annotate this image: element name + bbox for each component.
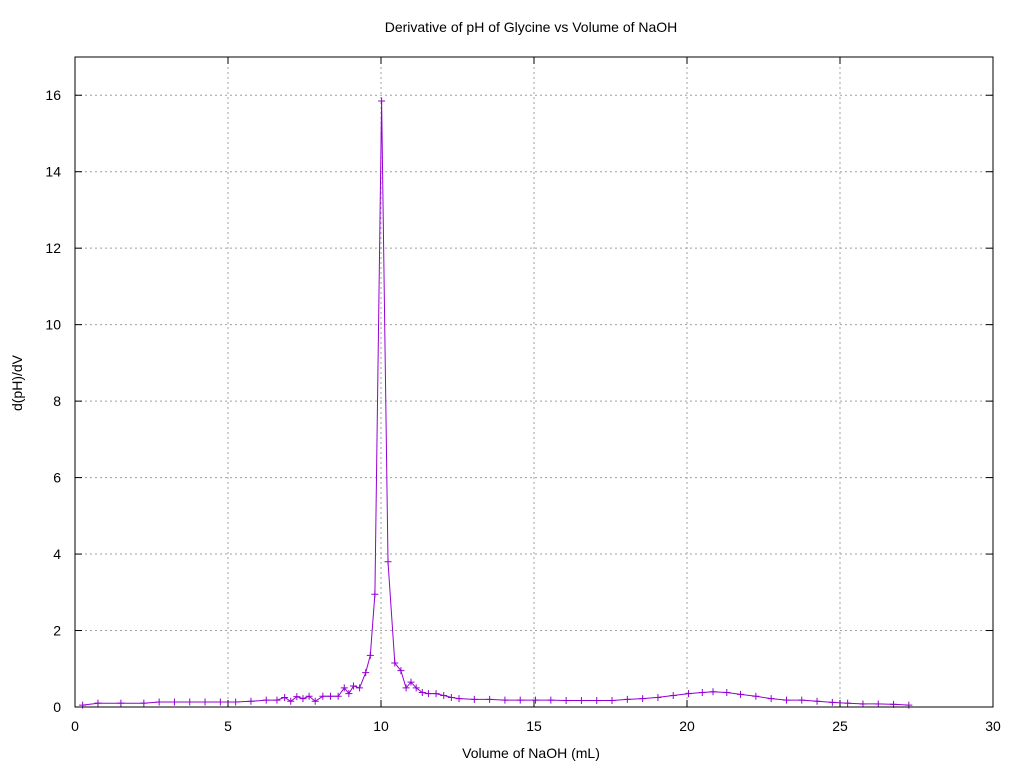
data-point-marker bbox=[424, 690, 432, 698]
y-tick-label: 8 bbox=[53, 393, 61, 409]
data-point-marker bbox=[654, 693, 662, 701]
data-point-marker bbox=[532, 696, 540, 704]
data-point-marker bbox=[440, 692, 448, 700]
data-point-marker bbox=[432, 690, 440, 698]
data-point-marker bbox=[140, 699, 148, 707]
tick-layer: 0 5 10 15 20 25 30 0 2 4 6 8 10 12 14 16 bbox=[45, 57, 1001, 734]
data-point-marker bbox=[402, 684, 410, 692]
data-point-marker bbox=[345, 690, 353, 698]
x-tick-label: 30 bbox=[985, 718, 1001, 734]
data-point-marker bbox=[384, 558, 392, 566]
series-layer bbox=[79, 97, 913, 709]
data-point-marker bbox=[397, 667, 405, 675]
data-point-marker bbox=[577, 697, 585, 704]
data-point-marker bbox=[362, 669, 370, 677]
data-point-marker bbox=[447, 693, 455, 701]
data-point-marker bbox=[752, 692, 760, 700]
data-point-marker bbox=[356, 684, 364, 692]
data-point-marker bbox=[155, 698, 163, 706]
data-point-marker bbox=[844, 699, 852, 707]
data-point-marker bbox=[319, 692, 327, 700]
data-point-marker bbox=[287, 697, 295, 705]
data-point-marker bbox=[828, 698, 836, 706]
x-tick-label: 5 bbox=[224, 718, 232, 734]
x-tick-label: 20 bbox=[679, 718, 695, 734]
data-point-marker bbox=[340, 684, 348, 692]
data-point-marker bbox=[418, 688, 426, 696]
data-point-marker bbox=[709, 688, 717, 696]
data-point-marker bbox=[470, 695, 478, 703]
data-point-marker bbox=[669, 692, 677, 700]
data-point-marker bbox=[293, 693, 301, 701]
data-point-marker bbox=[698, 688, 706, 696]
data-point-marker bbox=[247, 697, 255, 705]
data-point-marker bbox=[262, 696, 270, 704]
x-tick-label: 15 bbox=[526, 718, 542, 734]
data-point-marker bbox=[186, 698, 194, 706]
data-point-marker bbox=[273, 696, 281, 704]
data-point-marker bbox=[782, 696, 790, 704]
plot-frame bbox=[74, 56, 994, 708]
data-point-marker bbox=[407, 678, 415, 686]
data-point-marker bbox=[723, 688, 731, 696]
data-point-marker bbox=[299, 695, 307, 703]
data-point-marker bbox=[216, 698, 224, 706]
y-tick-label: 6 bbox=[53, 470, 61, 486]
data-point-marker bbox=[94, 699, 102, 707]
y-tick-label: 14 bbox=[45, 164, 61, 180]
data-point-marker bbox=[685, 690, 693, 698]
data-point-marker bbox=[547, 696, 555, 704]
data-point-marker bbox=[378, 97, 386, 105]
y-tick-label: 12 bbox=[45, 240, 61, 256]
data-point-marker bbox=[813, 697, 821, 705]
data-point-marker bbox=[412, 684, 420, 692]
data-point-marker bbox=[232, 698, 240, 706]
data-point-marker bbox=[311, 697, 319, 705]
y-tick-label: 16 bbox=[45, 87, 61, 103]
data-point-marker bbox=[349, 682, 357, 690]
data-point-marker bbox=[327, 692, 335, 700]
data-point-marker bbox=[201, 698, 209, 706]
x-tick-label: 0 bbox=[71, 718, 79, 734]
y-tick-label: 4 bbox=[53, 546, 61, 562]
data-point-marker bbox=[455, 695, 463, 703]
data-point-marker bbox=[117, 699, 125, 707]
grid-layer bbox=[75, 57, 993, 707]
x-tick-label: 25 bbox=[832, 718, 848, 734]
chart-title: Derivative of pH of Glycine vs Volume of… bbox=[385, 19, 678, 35]
data-point-marker bbox=[334, 692, 342, 700]
data-point-marker bbox=[859, 700, 867, 708]
data-point-marker bbox=[608, 697, 616, 704]
data-point-marker bbox=[593, 697, 601, 704]
data-point-marker bbox=[371, 590, 379, 598]
data-point-marker bbox=[366, 651, 374, 659]
data-point-marker bbox=[798, 696, 806, 704]
y-tick-label: 10 bbox=[45, 317, 61, 333]
x-tick-label: 10 bbox=[373, 718, 389, 734]
data-point-marker bbox=[501, 696, 509, 704]
data-point-marker bbox=[391, 659, 399, 667]
data-point-marker bbox=[305, 692, 313, 700]
y-tick-label: 0 bbox=[53, 699, 61, 715]
data-point-marker bbox=[623, 695, 631, 703]
data-point-marker bbox=[486, 695, 494, 703]
data-point-marker bbox=[767, 695, 775, 703]
data-point-marker bbox=[170, 698, 178, 706]
y-axis-label: d(pH)/dV bbox=[9, 354, 25, 411]
data-point-marker bbox=[562, 697, 570, 704]
x-axis-label: Volume of NaOH (mL) bbox=[462, 745, 600, 761]
data-point-marker bbox=[516, 696, 524, 704]
y-tick-label: 2 bbox=[53, 623, 61, 639]
data-point-marker bbox=[281, 693, 289, 701]
data-point-marker bbox=[639, 695, 647, 703]
data-point-marker bbox=[874, 700, 882, 708]
data-point-marker bbox=[737, 690, 745, 698]
